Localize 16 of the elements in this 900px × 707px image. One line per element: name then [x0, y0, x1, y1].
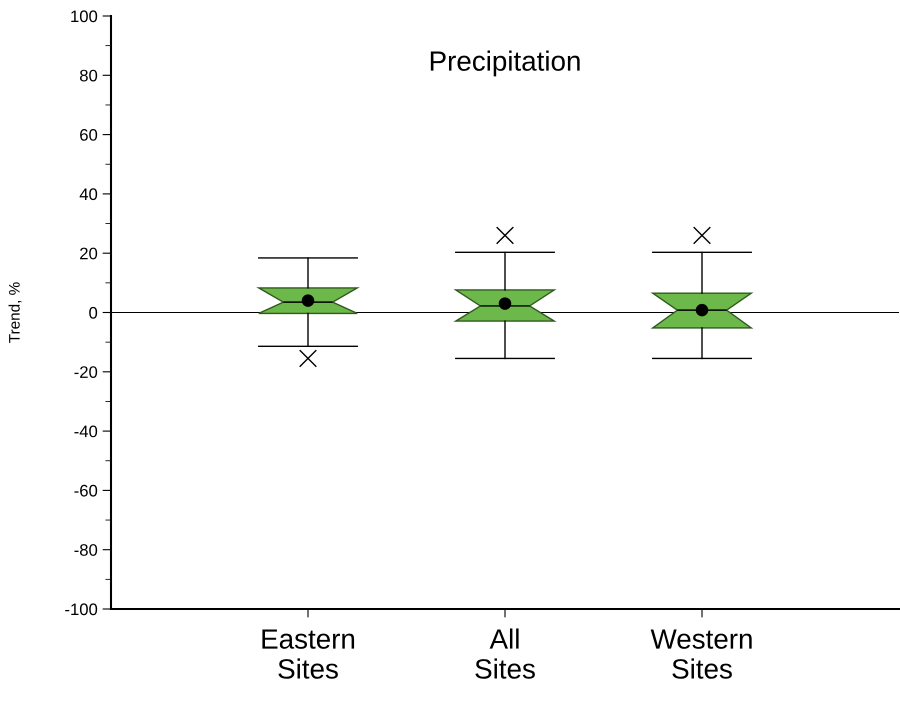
x-tick-label: Eastern Sites: [262, 629, 354, 679]
y-tick-label: 60: [80, 129, 98, 141]
y-axis-title: Trend, %: [8, 282, 22, 343]
y-tick-label: 0: [89, 306, 98, 319]
y-tick-label: -40: [74, 426, 98, 438]
y-tick-label: -60: [74, 484, 98, 497]
x-tick-label: All Sites: [475, 628, 535, 679]
text: Precipitation: [430, 50, 580, 76]
y-tick-label: -100: [65, 603, 98, 616]
y-tick-label: 100: [71, 10, 98, 22]
y-tick-label: 80: [80, 70, 98, 82]
y-tick-label: 40: [80, 188, 98, 200]
y-tick-label: -20: [74, 366, 98, 378]
y-tick-label: 20: [80, 248, 98, 260]
y-tick-label: -80: [74, 544, 98, 556]
x-tick-label: Western Sites: [650, 629, 752, 679]
